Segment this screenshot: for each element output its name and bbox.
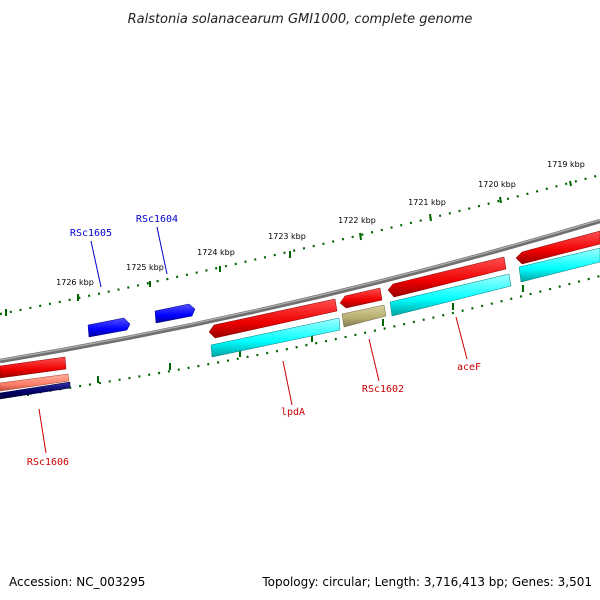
gene-label-rsc1602[interactable]: RSc1602 (362, 384, 404, 395)
cds-rsc1602 (341, 304, 387, 328)
gene-rsc1604[interactable] (154, 303, 196, 324)
gene-label-rsc1604[interactable]: RSc1604 (136, 214, 178, 225)
gene-acef[interactable] (387, 256, 507, 298)
gene-rsc1602[interactable] (339, 287, 383, 309)
gene-label-acef[interactable]: aceF (457, 362, 481, 373)
outer-tick-ring (0, 173, 600, 316)
accession-text: Accession: NC_003295 (9, 575, 145, 589)
genome-summary-text: Topology: circular; Length: 3,716,413 bp… (261, 575, 592, 589)
cds-lpda (210, 317, 341, 358)
tick-label: 1724 kbp (197, 248, 235, 257)
gene-rsc1605[interactable] (87, 317, 131, 338)
tick-label: 1725 kbp (126, 263, 164, 272)
map-title: Ralstonia solanacearum GMI1000, complete… (128, 12, 473, 27)
tick-label: 1720 kbp (478, 180, 516, 189)
label-leaders (38, 226, 468, 454)
gene-rsc1606-red[interactable] (0, 356, 67, 379)
tick-label: 1721 kbp (408, 198, 446, 207)
gene-label-rsc1606[interactable]: RSc1606 (27, 457, 69, 468)
outer-major-ticks (5, 180, 572, 316)
cds-acef (389, 273, 512, 317)
tick-labels: 1719 kbp 1720 kbp 1721 kbp 1722 kbp 1723… (56, 160, 585, 287)
tick-label: 1722 kbp (338, 216, 376, 225)
gene-label-lpda[interactable]: lpdA (281, 407, 305, 418)
cds-right-edge (518, 247, 600, 283)
tick-label: 1723 kbp (268, 232, 306, 241)
gene-label-rsc1605[interactable]: RSc1605 (70, 228, 112, 239)
gene-lpda[interactable] (208, 298, 338, 339)
cds-rsc1606-navy (0, 381, 71, 400)
tick-label: 1719 kbp (547, 160, 585, 169)
backbone-highlight (0, 219, 600, 361)
gene-right-edge-red[interactable] (515, 230, 600, 265)
tick-label: 1726 kbp (56, 278, 94, 287)
backbone-line (0, 218, 600, 364)
cds-rsc1606-salmon (0, 373, 70, 392)
